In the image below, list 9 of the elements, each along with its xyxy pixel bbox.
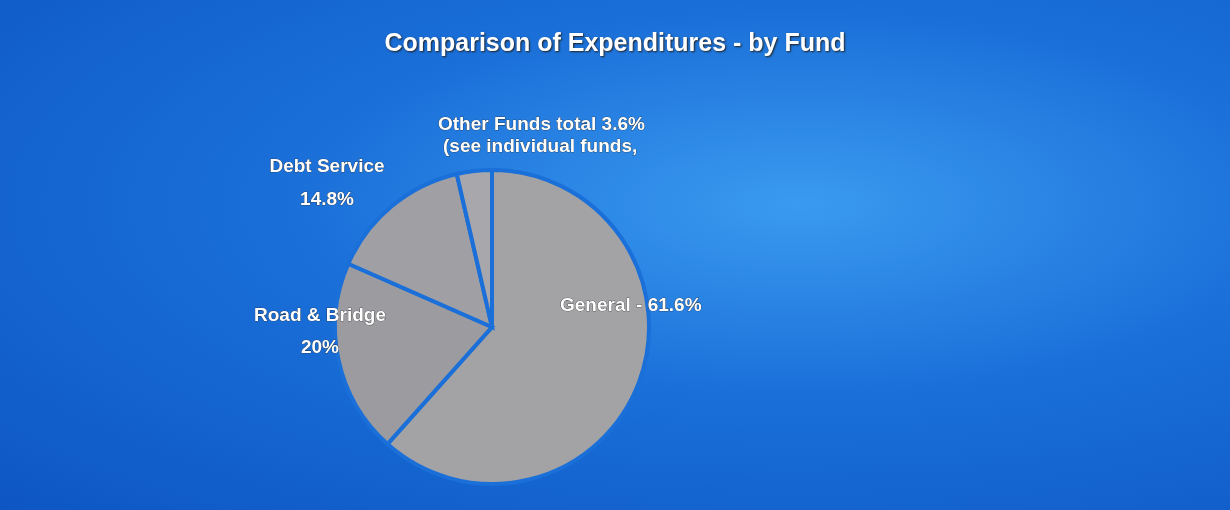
data-label: 61.6% xyxy=(647,294,702,315)
data-label: 14.8% xyxy=(300,188,355,209)
slice-label: Other Funds total xyxy=(438,113,597,134)
data-label: 20% xyxy=(300,336,340,357)
text: (see individual funds, xyxy=(443,135,638,156)
chart-title: Comparison of Expenditures - by Fund xyxy=(383,28,847,57)
slice-label: General - xyxy=(560,294,643,315)
data-label: 3.6% xyxy=(601,113,645,134)
slice-label: Debt Service xyxy=(269,155,385,176)
